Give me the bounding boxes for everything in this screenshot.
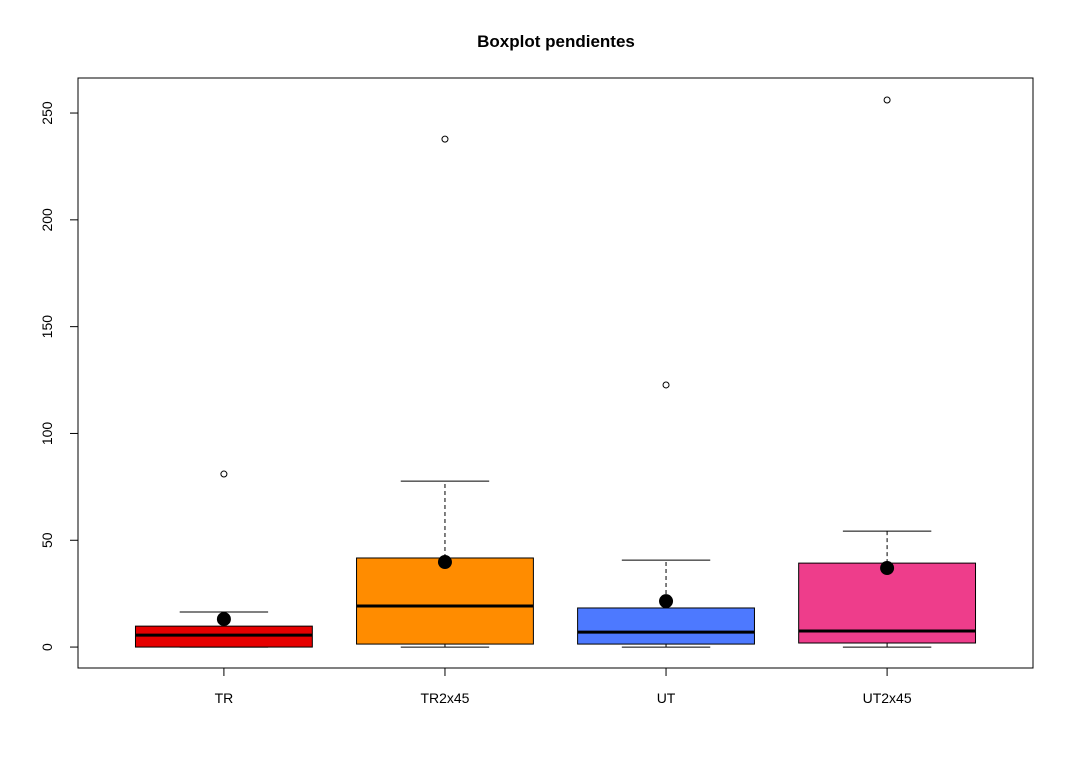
- y-tick-label: 250: [39, 101, 55, 125]
- x-tick-label: TR: [215, 690, 234, 706]
- x-tick-label: UT: [657, 690, 676, 706]
- y-tick-label: 0: [39, 643, 55, 651]
- plot-frame: [77, 77, 1034, 669]
- mean-point: [216, 612, 231, 627]
- outlier: [662, 381, 670, 389]
- y-tick-label: 200: [39, 208, 55, 232]
- x-tick-label: TR2x45: [420, 690, 469, 706]
- y-tick-label: 100: [39, 422, 55, 446]
- box: [356, 557, 534, 645]
- outlier: [220, 470, 228, 478]
- mean-point: [659, 594, 674, 609]
- outlier: [441, 135, 449, 143]
- y-tick-label: 50: [39, 532, 55, 548]
- chart-title: Boxplot pendientes: [477, 32, 635, 51]
- box: [577, 607, 755, 645]
- y-tick-label: 150: [39, 315, 55, 339]
- outlier: [883, 96, 891, 104]
- x-tick-label: UT2x45: [863, 690, 912, 706]
- mean-point: [437, 555, 452, 570]
- mean-point: [880, 561, 895, 576]
